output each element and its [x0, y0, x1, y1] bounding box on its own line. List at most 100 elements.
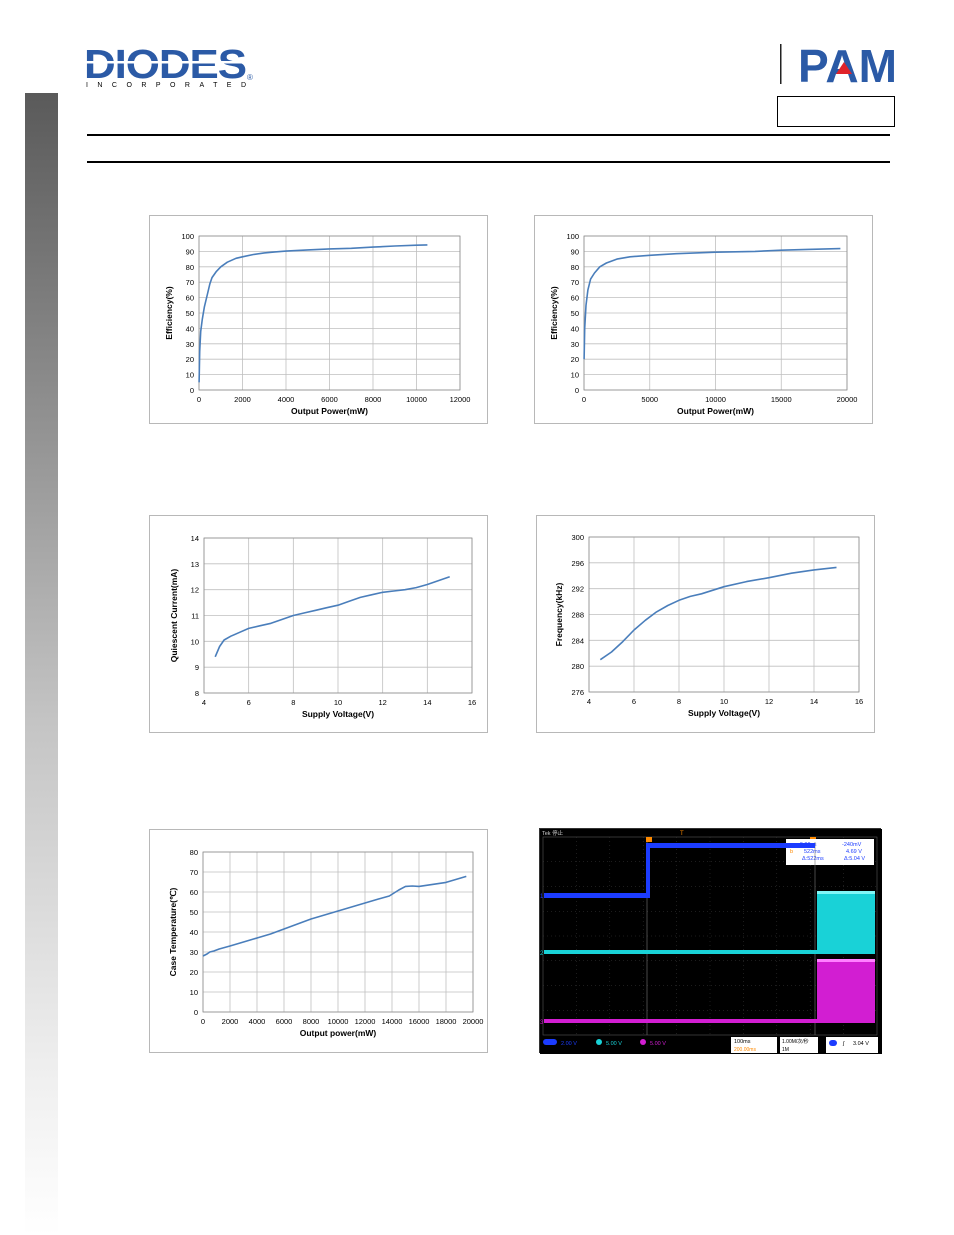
x-tick-label: 6000	[321, 395, 338, 404]
case-temperature-chart-svg: 0 2000 4000 6000 8000 10000 12000 14000 16000 180…	[168, 848, 483, 1038]
y-tick-label: 12	[191, 586, 199, 595]
x-tick-label: 10	[720, 697, 728, 706]
y-tick-label: 70	[571, 278, 579, 287]
oscilloscope-capture: Tek 停止 T a -9.00µs -240mV b 522ms 4.69 V…	[539, 828, 882, 1054]
quiescent-current-chart-svg: 4 6 8 10 12 14 16 8 9 10 11 12 13 14 Supply Voltage(V)…	[169, 534, 476, 719]
svg-text:2: 2	[540, 951, 544, 957]
oscilloscope-svg: Tek 停止 T a -9.00µs -240mV b 522ms 4.69 V…	[540, 829, 882, 1054]
x-tick-label: 14	[810, 697, 818, 706]
y-tick-label: 80	[186, 263, 194, 272]
x-axis-label: Supply Voltage(V)	[302, 709, 374, 719]
y-tick-label: 288	[571, 611, 584, 620]
x-tick-label: 16000	[409, 1017, 430, 1026]
delta-voltage: Δ:5.04 V	[844, 856, 865, 862]
x-tick-label: 16	[855, 697, 863, 706]
y-tick-label: 14	[191, 534, 199, 543]
trigger-position-marker	[646, 837, 652, 842]
x-tick-label: 0	[197, 395, 201, 404]
y-axis-label: Frequency(kHz)	[554, 582, 564, 646]
svg-text:1: 1	[540, 894, 544, 900]
y-tick-label: 90	[186, 247, 194, 256]
x-tick-label: 20000	[837, 395, 858, 404]
y-tick-label: 70	[190, 868, 198, 877]
x-tick-label: 0	[582, 395, 586, 404]
x-tick-label: 18000	[436, 1017, 457, 1026]
plot-area-border	[198, 235, 461, 391]
svg-text:®: ®	[247, 73, 253, 82]
y-tick-label: 276	[571, 688, 584, 697]
cursor-time: 522ms	[804, 849, 821, 855]
side-gradient-bar	[25, 93, 58, 1235]
header-rule-bottom	[87, 161, 890, 163]
svg-text:∫: ∫	[842, 1041, 845, 1047]
x-tick-label: 12	[765, 697, 773, 706]
y-tick-label: 292	[571, 585, 584, 594]
cursor-voltage: 4.69 V	[846, 849, 862, 855]
svg-text:b: b	[790, 849, 793, 855]
y-tick-label: 90	[571, 247, 579, 256]
plot-area-border	[203, 537, 473, 694]
y-tick-label: 80	[190, 848, 198, 857]
x-tick-label: 2000	[222, 1017, 239, 1026]
timebase: 100ms	[734, 1039, 751, 1045]
x-tick-label: 16	[468, 698, 476, 707]
y-tick-label: 9	[195, 663, 199, 672]
y-tick-label: 300	[571, 533, 584, 542]
x-tick-label: 15000	[771, 395, 792, 404]
ch3-trace	[544, 959, 875, 1023]
x-tick-label: 4	[587, 697, 591, 706]
x-tick-label: 10000	[328, 1017, 349, 1026]
y-tick-label: 60	[190, 888, 198, 897]
y-tick-label: 30	[190, 948, 198, 957]
plot-area-border	[202, 851, 474, 1013]
y-tick-label: 40	[190, 928, 198, 937]
ch2-trace	[544, 891, 875, 954]
quiescent-current-chart: 4 6 8 10 12 14 16 8 9 10 11 12 13 14 Supply Voltage(V)…	[149, 515, 488, 733]
header-rule-top	[87, 134, 890, 136]
y-tick-label: 13	[191, 560, 199, 569]
y-tick-label: 40	[186, 324, 194, 333]
y-tick-label: 11	[191, 612, 199, 621]
y-tick-label: 50	[190, 908, 198, 917]
sample-rate: 1.00M/次/秒	[782, 1038, 809, 1045]
y-tick-label: 10	[191, 637, 199, 646]
svg-text:1M: 1M	[782, 1047, 789, 1053]
y-axis-label: Quiescent Current(mA)	[169, 569, 179, 663]
y-tick-label: 284	[571, 636, 584, 645]
series-line	[599, 566, 837, 661]
x-tick-label: 5000	[641, 395, 658, 404]
y-axis-label: Case Temperature(℃)	[168, 887, 178, 976]
ch1-trace	[544, 843, 815, 898]
trigger-level: 3.04 V	[853, 1041, 869, 1047]
case-temperature-chart: 0 2000 4000 6000 8000 10000 12000 14000 16000 180…	[149, 829, 488, 1053]
y-tick-label: 10	[186, 371, 194, 380]
scope-status-bar: 2.00 V 5.00 V 5.00 V 100ms 200.00ms 1.00…	[543, 1037, 878, 1053]
x-tick-label: 8	[677, 697, 681, 706]
efficiency-chart-1: 0 2000 4000 6000 8000 10000 12000 0 10 20 30 40 50 60…	[149, 215, 488, 424]
pam-logo: PAM	[780, 40, 898, 92]
y-tick-label: 0	[575, 386, 579, 395]
x-tick-label: 14	[423, 698, 431, 707]
x-tick-label: 4	[202, 698, 206, 707]
x-tick-label: 12	[378, 698, 386, 707]
y-tick-label: 50	[186, 309, 194, 318]
x-tick-label: 12000	[355, 1017, 376, 1026]
y-tick-label: 100	[181, 232, 194, 241]
y-tick-label: 0	[194, 1008, 198, 1017]
y-tick-label: 10	[571, 371, 579, 380]
y-axis-label: Efficiency(%)	[549, 286, 559, 340]
plot-area-border	[583, 235, 848, 391]
y-axis-label: Efficiency(%)	[164, 286, 174, 340]
series-line	[583, 247, 841, 360]
y-tick-label: 30	[571, 340, 579, 349]
svg-text:3: 3	[540, 1020, 544, 1026]
x-tick-label: 12000	[450, 395, 471, 404]
plot-area-border	[588, 536, 860, 693]
y-tick-label: 80	[571, 263, 579, 272]
x-tick-label: 2000	[234, 395, 251, 404]
y-tick-label: 20	[571, 355, 579, 364]
y-tick-label: 40	[571, 324, 579, 333]
y-tick-label: 296	[571, 559, 584, 568]
x-axis-label: Output power(mW)	[300, 1028, 377, 1038]
ch2-scale: 5.00 V	[606, 1041, 622, 1047]
